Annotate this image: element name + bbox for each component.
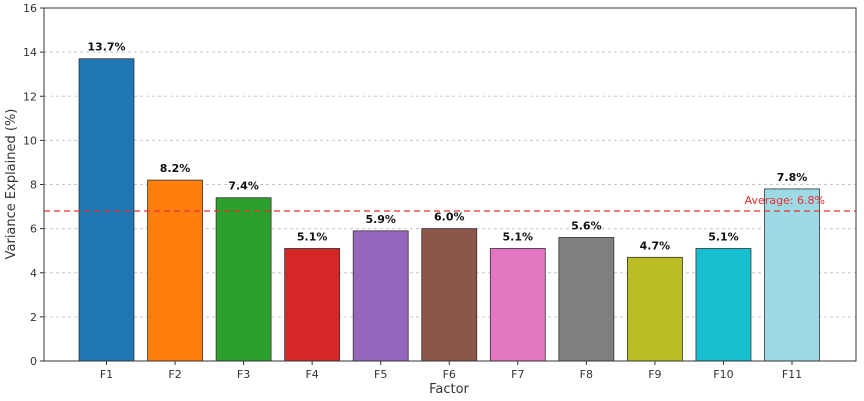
axis-layer: 0 2 4 6 8 10 12 14 16 F1 F2 F3 F4 F5 F6 F7 F8 F9 F10 F11 xyxy=(23,2,857,381)
data-label-f2: 8.2% xyxy=(160,162,191,175)
x-tick-label-f2: F2 xyxy=(168,368,181,381)
bar-f2 xyxy=(147,179,203,362)
data-label-f10: 5.1% xyxy=(708,230,739,243)
y-axis-title: Variance Explained (%) xyxy=(4,109,19,260)
y-tick-label: 12 xyxy=(23,90,37,103)
x-tick-label-f11: F11 xyxy=(782,368,802,381)
x-tick-label-f1: F1 xyxy=(100,368,113,381)
data-label-f8: 5.6% xyxy=(571,219,602,232)
x-tick-label-f5: F5 xyxy=(374,368,387,381)
y-tick-label: 16 xyxy=(23,2,37,15)
data-label-layer: 13.7% 8.2% 7.4% 5.1% 5.9% 6.0% 5.1% 5.6% 4.7% 5.1… xyxy=(87,41,807,253)
average-line-label: Average: 6.8% xyxy=(745,194,825,207)
data-label-f6: 6.0% xyxy=(434,211,465,224)
data-label-f1: 13.7% xyxy=(87,41,125,54)
reference-line-layer: Average: 6.8% xyxy=(44,194,856,212)
x-axis-title: Factor xyxy=(429,382,469,397)
bar-f7 xyxy=(489,248,546,362)
x-tick-label-f4: F4 xyxy=(305,368,318,381)
data-label-f4: 5.1% xyxy=(297,230,328,243)
data-label-f3: 7.4% xyxy=(228,180,259,193)
y-tick-label: 4 xyxy=(30,267,37,280)
bar-f9 xyxy=(627,256,683,362)
data-label-f5: 5.9% xyxy=(365,213,396,226)
bar-f10 xyxy=(695,248,752,362)
bar-f5 xyxy=(352,230,409,362)
data-label-f11: 7.8% xyxy=(777,171,808,184)
x-tick-label-f6: F6 xyxy=(443,368,456,381)
x-tick-label-f7: F7 xyxy=(511,368,524,381)
y-tick-label: 6 xyxy=(30,223,37,236)
bar-f6 xyxy=(421,228,478,362)
y-tick-label: 0 xyxy=(30,355,37,368)
bar-f4 xyxy=(284,248,341,362)
bar-f1 xyxy=(78,58,135,362)
y-tick-label: 10 xyxy=(23,134,37,147)
x-tick-label-f3: F3 xyxy=(237,368,250,381)
y-tick-label: 2 xyxy=(30,311,37,324)
y-tick-label: 14 xyxy=(23,46,37,59)
data-label-f7: 5.1% xyxy=(503,230,534,243)
bar-f11 xyxy=(764,188,820,362)
bar-f3 xyxy=(215,197,272,362)
data-label-f9: 4.7% xyxy=(640,239,671,252)
y-tick-label: 8 xyxy=(30,179,37,192)
x-tick-label-f10: F10 xyxy=(713,368,733,381)
bar-f8 xyxy=(558,237,615,362)
x-tick-label-f8: F8 xyxy=(580,368,593,381)
x-tick-label-f9: F9 xyxy=(648,368,661,381)
bar-layer xyxy=(78,58,820,362)
plot-frame xyxy=(43,7,857,362)
